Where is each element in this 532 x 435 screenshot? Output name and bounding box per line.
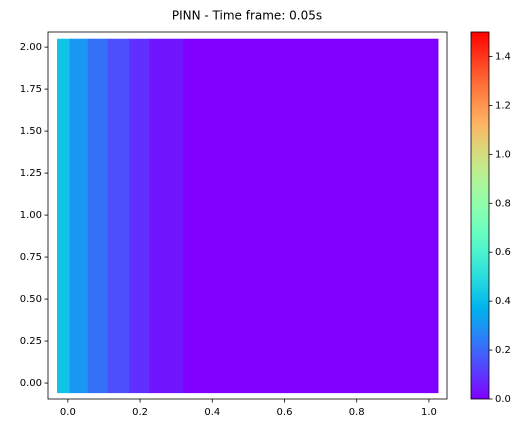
y-tick-label: 0.50 [20, 294, 42, 305]
colorbar-tick-label: 0.0 [495, 394, 511, 405]
chart-title: PINN - Time frame: 0.05s [172, 9, 322, 23]
x-tick-label: 0.6 [277, 407, 293, 418]
y-tick-label: 2.00 [20, 42, 42, 53]
y-tick-label: 0.00 [20, 378, 42, 389]
colorbar-tick-label: 0.4 [495, 296, 511, 307]
heat-cell [57, 38, 71, 394]
heat-cell [129, 38, 150, 394]
y-tick-label: 1.00 [20, 210, 42, 221]
heat-cell [183, 38, 439, 394]
heat-cell [149, 38, 184, 394]
y-tick-label: 1.25 [20, 168, 42, 179]
x-tick-label: 0.2 [132, 407, 148, 418]
colorbar [470, 31, 490, 400]
colorbar-tick-label: 1.2 [495, 100, 511, 111]
x-tick-label: 1.0 [421, 407, 437, 418]
colorbar-tick-label: 1.4 [495, 51, 511, 62]
colorbar-tick-label: 0.8 [495, 198, 511, 209]
x-tick-label: 0.8 [349, 407, 365, 418]
heat-cell [69, 38, 89, 394]
y-tick-label: 0.75 [20, 252, 42, 263]
x-tick-label: 0.0 [60, 407, 76, 418]
y-tick-label: 1.50 [20, 126, 42, 137]
heat-cell [87, 38, 109, 394]
y-tick-label: 1.75 [20, 84, 42, 95]
y-tick-label: 0.25 [20, 336, 42, 347]
x-tick-label: 0.4 [204, 407, 220, 418]
colorbar-tick-label: 0.2 [495, 345, 511, 356]
colorbar-tick-label: 0.6 [495, 247, 511, 258]
heat-cell [107, 38, 130, 394]
plot-frame [47, 31, 448, 400]
colorbar-tick-label: 1.0 [495, 149, 511, 160]
